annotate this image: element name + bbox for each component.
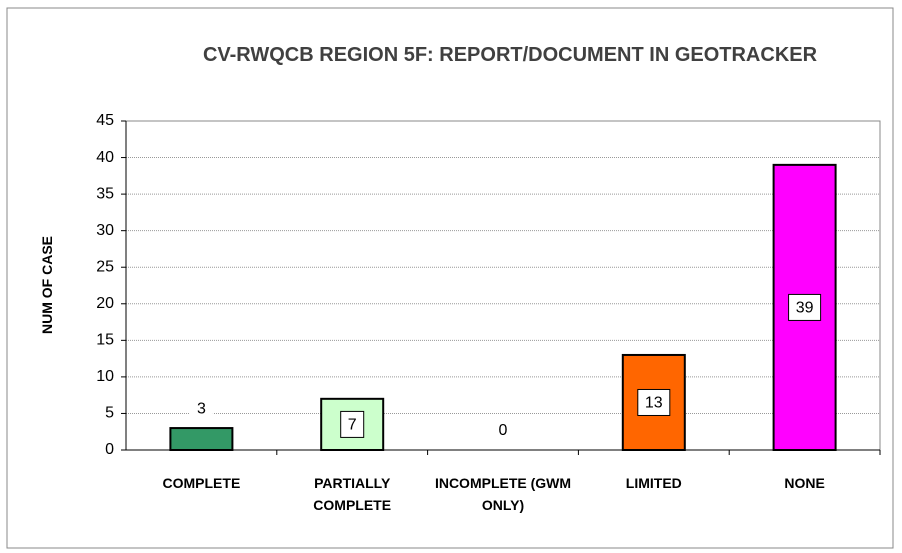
data-label: 0 xyxy=(499,422,508,439)
data-label-box xyxy=(340,410,365,438)
y-tick-label: 35 xyxy=(96,185,114,202)
data-label-box xyxy=(189,397,213,420)
plot-area xyxy=(125,120,881,451)
y-tick-label: 10 xyxy=(96,368,114,385)
data-label-box xyxy=(788,293,822,321)
bar xyxy=(169,427,234,452)
x-tick-label: INCOMPLETE (GWM ONLY) xyxy=(434,475,572,513)
x-tick-label: PARTIALLY COMPLETE xyxy=(313,475,392,513)
x-tick-label: COMPLETE xyxy=(162,475,241,491)
data-label-box xyxy=(491,419,515,441)
y-axis-label: NUM OF CASE xyxy=(39,236,55,334)
data-label: 39 xyxy=(796,300,814,317)
y-tick-label: 45 xyxy=(96,112,114,129)
data-label: 13 xyxy=(645,395,663,412)
y-tick-label: 5 xyxy=(105,405,114,422)
data-label: 7 xyxy=(348,417,357,434)
y-tick-label: 20 xyxy=(96,295,114,312)
y-tick-label: 40 xyxy=(96,149,114,166)
chart-title: CV-RWQCB REGION 5F: REPORT/DOCUMENT IN G… xyxy=(202,44,818,66)
x-tick-label: NONE xyxy=(784,475,825,491)
x-tick-label: LIMITED xyxy=(625,475,682,491)
y-tick-label: 25 xyxy=(96,258,114,275)
y-tick-label: 0 xyxy=(105,441,114,458)
data-label: 3 xyxy=(197,400,206,417)
y-tick-label: 30 xyxy=(96,222,114,239)
y-tick-label: 15 xyxy=(96,332,114,349)
data-label-box xyxy=(637,388,671,416)
